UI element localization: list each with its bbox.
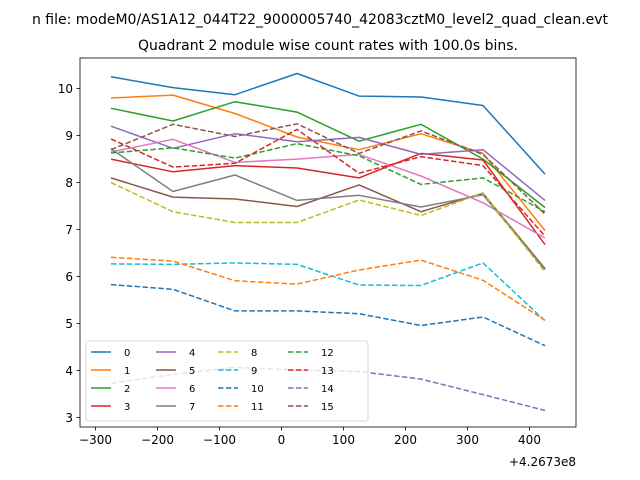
series-11-line	[110, 256, 546, 321]
y-tick-label: 9	[65, 129, 73, 143]
x-tick-label: 200	[394, 433, 417, 447]
series-12-line	[110, 142, 546, 213]
y-tick-label: 6	[65, 270, 73, 284]
legend-label-12: 12	[321, 348, 334, 359]
legend-label-4: 4	[189, 348, 195, 359]
legend-label-0: 0	[124, 348, 130, 359]
legend-label-1: 1	[124, 366, 130, 377]
series-7-line	[110, 148, 546, 270]
legend-label-5: 5	[189, 366, 195, 377]
x-offset-label: +4.2673e8	[509, 455, 576, 469]
legend-label-7: 7	[189, 402, 195, 413]
series-3-line	[110, 152, 546, 246]
legend-label-15: 15	[321, 402, 334, 413]
legend-box	[85, 340, 369, 422]
y-tick-label: 5	[65, 317, 73, 331]
series-8-line	[110, 181, 546, 273]
legend-label-9: 9	[251, 366, 257, 377]
axes-frame	[79, 57, 577, 428]
y-tick-label: 3	[65, 411, 73, 425]
x-tick-label: −100	[203, 433, 236, 447]
x-tick-label: 300	[456, 433, 479, 447]
chart-title: Quadrant 2 module wise count rates with …	[138, 38, 518, 54]
series-15-line	[110, 123, 546, 215]
y-tick-label: 4	[65, 364, 73, 378]
y-tick-label: 7	[65, 223, 73, 237]
x-tick-label: −300	[79, 433, 112, 447]
series-10-line	[110, 283, 546, 347]
x-tick-label: −200	[141, 433, 174, 447]
legend-label-2: 2	[124, 384, 130, 395]
series-2-line	[110, 100, 546, 209]
legend-label-14: 14	[321, 384, 334, 395]
legend-label-13: 13	[321, 366, 334, 377]
legend-label-8: 8	[251, 348, 257, 359]
legend-label-10: 10	[251, 384, 264, 395]
legend-label-6: 6	[189, 384, 195, 395]
y-tick-label: 8	[65, 176, 73, 190]
x-tick-label: 100	[332, 433, 355, 447]
legend-label-3: 3	[124, 402, 130, 413]
x-tick-label: 0	[278, 433, 286, 447]
figure-suptitle: n file: modeM0/AS1A12_044T22_9000005740_…	[32, 12, 609, 28]
series-0-line	[110, 72, 546, 175]
series-13-line	[110, 128, 546, 237]
y-tick-label: 10	[58, 82, 73, 96]
legend-label-11: 11	[251, 402, 264, 413]
x-tick-label: 400	[518, 433, 541, 447]
series-6-line	[110, 138, 546, 239]
